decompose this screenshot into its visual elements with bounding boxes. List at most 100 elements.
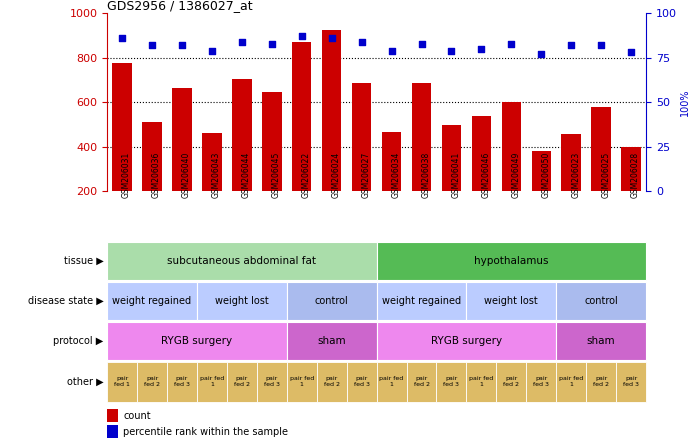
Point	[566, 42, 577, 49]
Text: weight lost: weight lost	[484, 296, 538, 306]
Bar	[197, 282, 287, 320]
Text: pair fed
1: pair fed 1	[379, 377, 404, 387]
Text: GSM206043: GSM206043	[212, 151, 221, 198]
Bar	[232, 79, 252, 235]
Bar	[556, 362, 586, 402]
Text: pair fed
1: pair fed 1	[559, 377, 583, 387]
Bar	[172, 88, 191, 235]
Bar	[287, 362, 316, 402]
Point	[236, 38, 247, 45]
Point	[446, 47, 457, 54]
Text: hypothalamus: hypothalamus	[474, 256, 549, 266]
Text: GSM206049: GSM206049	[511, 151, 520, 198]
Text: pair
fed 3: pair fed 3	[533, 377, 549, 387]
Point	[596, 42, 607, 49]
Point	[386, 47, 397, 54]
Bar	[616, 362, 646, 402]
Bar	[137, 362, 167, 402]
Point	[266, 40, 277, 47]
Text: GSM206045: GSM206045	[272, 151, 281, 198]
Text: pair
fed 2: pair fed 2	[144, 377, 160, 387]
Bar	[586, 362, 616, 402]
Point	[356, 38, 367, 45]
Bar	[113, 63, 132, 235]
Text: pair
fed 2: pair fed 2	[234, 377, 250, 387]
Point	[117, 35, 128, 42]
Point	[207, 47, 218, 54]
Text: pair
fed 3: pair fed 3	[264, 377, 280, 387]
Bar	[316, 362, 347, 402]
Text: percentile rank within the sample: percentile rank within the sample	[123, 427, 288, 436]
Text: GSM206050: GSM206050	[541, 151, 550, 198]
Text: control: control	[315, 296, 348, 306]
Bar	[322, 30, 341, 235]
Bar	[107, 242, 377, 280]
Text: GSM206028: GSM206028	[631, 151, 640, 198]
Point	[176, 42, 187, 49]
Bar	[377, 242, 646, 280]
Bar	[257, 362, 287, 402]
Bar	[202, 133, 222, 235]
Bar	[412, 83, 431, 235]
Bar	[352, 83, 371, 235]
Text: GSM206040: GSM206040	[182, 151, 191, 198]
Text: RYGB surgery: RYGB surgery	[162, 336, 232, 346]
Bar	[556, 282, 646, 320]
Point	[416, 40, 427, 47]
Text: other ▶: other ▶	[67, 377, 104, 387]
Bar	[466, 362, 496, 402]
Bar	[142, 122, 162, 235]
Bar	[107, 425, 118, 438]
Bar	[466, 282, 556, 320]
Bar	[377, 322, 556, 360]
Text: tissue ▶: tissue ▶	[64, 256, 104, 266]
Bar	[621, 147, 641, 235]
Bar	[287, 322, 377, 360]
Text: GSM206041: GSM206041	[451, 151, 460, 198]
Text: count: count	[123, 411, 151, 420]
Bar	[496, 362, 527, 402]
Text: subcutaneous abdominal fat: subcutaneous abdominal fat	[167, 256, 316, 266]
Bar	[197, 362, 227, 402]
Text: sham: sham	[317, 336, 346, 346]
Text: GSM206044: GSM206044	[242, 151, 251, 198]
Text: pair
fed 3: pair fed 3	[623, 377, 639, 387]
Text: GSM206022: GSM206022	[302, 151, 311, 198]
Text: GDS2956 / 1386027_at: GDS2956 / 1386027_at	[107, 0, 253, 12]
Text: sham: sham	[587, 336, 616, 346]
Text: pair
fed 3: pair fed 3	[354, 377, 370, 387]
Bar	[406, 362, 437, 402]
Bar	[527, 362, 556, 402]
Text: GSM206023: GSM206023	[571, 151, 580, 198]
Text: pair fed
1: pair fed 1	[469, 377, 493, 387]
Text: pair
fed 2: pair fed 2	[413, 377, 430, 387]
Text: pair fed
1: pair fed 1	[290, 377, 314, 387]
Point	[536, 51, 547, 58]
Text: GSM206025: GSM206025	[601, 151, 610, 198]
Bar	[591, 107, 611, 235]
Text: pair
fed 1: pair fed 1	[114, 377, 130, 387]
Bar	[107, 409, 118, 422]
Text: GSM206027: GSM206027	[361, 151, 370, 198]
Text: GSM206046: GSM206046	[482, 151, 491, 198]
Point	[625, 49, 636, 56]
Bar	[347, 362, 377, 402]
Text: GSM206031: GSM206031	[122, 151, 131, 198]
Bar	[107, 282, 197, 320]
Text: RYGB surgery: RYGB surgery	[431, 336, 502, 346]
Bar	[556, 322, 646, 360]
Text: disease state ▶: disease state ▶	[28, 296, 104, 306]
Bar	[107, 362, 137, 402]
Text: control: control	[585, 296, 618, 306]
Text: GSM206034: GSM206034	[392, 151, 401, 198]
Text: GSM206036: GSM206036	[152, 151, 161, 198]
Bar	[531, 151, 551, 235]
Bar	[167, 362, 197, 402]
Point	[476, 45, 487, 52]
Text: GSM206038: GSM206038	[422, 151, 430, 198]
Bar	[377, 282, 466, 320]
Text: pair
fed 3: pair fed 3	[444, 377, 460, 387]
Bar	[262, 92, 281, 235]
Point	[506, 40, 517, 47]
Bar	[437, 362, 466, 402]
